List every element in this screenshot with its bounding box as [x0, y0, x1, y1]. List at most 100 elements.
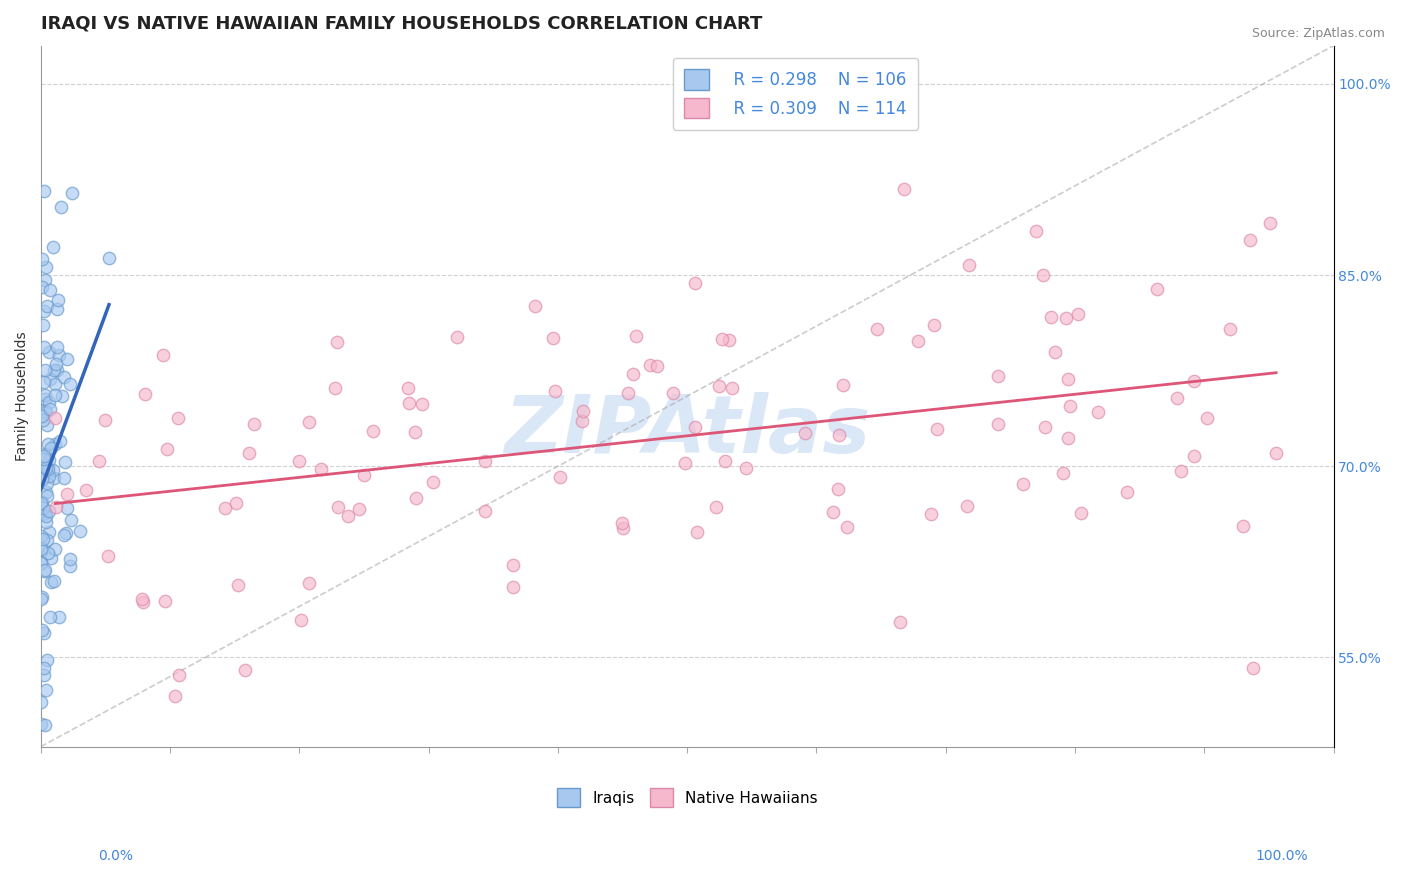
Point — [34, 392, 56, 406]
Text: 100.0%: 100.0% — [1256, 849, 1308, 863]
Point — [683, 276, 706, 290]
Point — [34, 661, 56, 675]
Point — [474, 504, 496, 518]
Point — [1116, 485, 1139, 500]
Point — [55, 487, 77, 501]
Point — [297, 576, 319, 591]
Point — [30, 592, 52, 607]
Point — [37, 546, 59, 560]
Point — [42, 471, 65, 485]
Point — [987, 417, 1010, 431]
Point — [524, 299, 547, 313]
Point — [1241, 661, 1264, 675]
Point — [48, 348, 70, 362]
Point — [75, 483, 97, 497]
Point — [31, 623, 53, 637]
Text: Source: ZipAtlas.com: Source: ZipAtlas.com — [1251, 27, 1385, 40]
Point — [326, 500, 349, 514]
Point — [35, 682, 58, 697]
Point — [59, 558, 82, 573]
Point — [31, 457, 53, 471]
Point — [571, 414, 593, 428]
Point — [59, 552, 82, 566]
Text: ZIPAtlas: ZIPAtlas — [503, 392, 870, 470]
Point — [828, 428, 851, 442]
Point — [38, 394, 60, 409]
Point — [955, 499, 977, 513]
Point — [34, 562, 56, 576]
Point — [42, 574, 65, 588]
Point — [1170, 464, 1192, 478]
Point — [32, 452, 55, 467]
Point — [32, 626, 55, 640]
Point — [1052, 466, 1074, 480]
Point — [214, 501, 236, 516]
Point — [156, 442, 179, 457]
Point — [39, 372, 62, 386]
Point — [38, 504, 60, 518]
Point — [1040, 310, 1063, 325]
Point — [662, 386, 685, 401]
Point — [132, 595, 155, 609]
Point — [51, 389, 73, 403]
Point — [1054, 311, 1077, 326]
Point — [45, 302, 67, 317]
Point — [34, 506, 56, 520]
Point — [45, 500, 67, 514]
Point — [925, 422, 948, 436]
Point — [48, 434, 70, 448]
Point — [32, 184, 55, 198]
Point — [612, 521, 634, 535]
Point — [1087, 405, 1109, 419]
Point — [422, 475, 444, 489]
Point — [32, 451, 55, 466]
Point — [55, 526, 77, 541]
Point — [34, 273, 56, 287]
Point — [56, 501, 79, 516]
Point — [166, 411, 188, 425]
Point — [52, 527, 75, 541]
Point — [32, 303, 55, 318]
Point — [709, 379, 731, 393]
Point — [686, 524, 709, 539]
Point — [60, 186, 83, 200]
Point — [893, 182, 915, 196]
Point — [398, 396, 420, 410]
Point — [32, 413, 55, 427]
Point — [638, 358, 661, 372]
Point — [42, 463, 65, 477]
Point — [48, 610, 70, 624]
Point — [1032, 268, 1054, 282]
Point — [238, 446, 260, 460]
Point — [1056, 431, 1078, 445]
Point — [624, 328, 647, 343]
Point — [889, 615, 911, 629]
Point — [38, 468, 60, 483]
Point — [30, 496, 52, 510]
Point — [35, 260, 58, 274]
Point — [710, 332, 733, 346]
Point — [1182, 449, 1205, 463]
Point — [34, 718, 56, 732]
Point — [30, 695, 52, 709]
Point — [920, 508, 942, 522]
Point — [38, 524, 60, 539]
Point — [411, 397, 433, 411]
Point — [30, 529, 52, 543]
Point — [647, 359, 669, 373]
Point — [225, 496, 247, 510]
Point — [1012, 476, 1035, 491]
Point — [44, 388, 66, 402]
Point — [49, 200, 72, 214]
Point — [363, 424, 385, 438]
Point — [616, 385, 638, 400]
Point — [34, 340, 56, 354]
Point — [44, 541, 66, 556]
Text: IRAQI VS NATIVE HAWAIIAN FAMILY HOUSEHOLDS CORRELATION CHART: IRAQI VS NATIVE HAWAIIAN FAMILY HOUSEHOL… — [41, 15, 762, 33]
Point — [353, 467, 375, 482]
Point — [32, 532, 55, 546]
Point — [1219, 321, 1241, 335]
Point — [87, 454, 110, 468]
Point — [347, 502, 370, 516]
Point — [35, 489, 58, 503]
